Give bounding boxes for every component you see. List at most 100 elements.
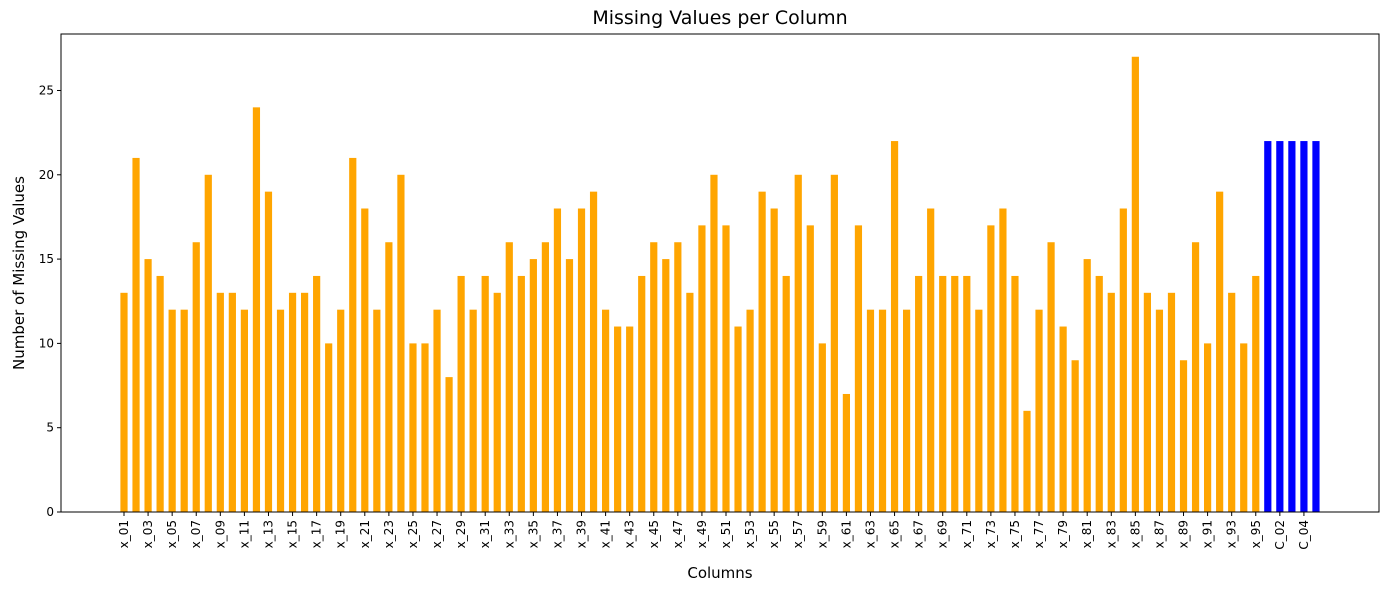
bar <box>1131 56 1139 513</box>
bar <box>1276 141 1284 513</box>
bar <box>445 377 453 512</box>
bar <box>577 208 586 512</box>
x-tick-label: x_15 <box>286 520 300 548</box>
y-tick-label: 15 <box>39 252 54 266</box>
bar <box>1191 242 1200 512</box>
bar <box>252 107 261 512</box>
x-tick-label: x_33 <box>502 520 516 548</box>
bar <box>1083 259 1091 512</box>
bar <box>264 191 273 512</box>
bar <box>734 326 742 512</box>
bar <box>1155 309 1164 512</box>
bar <box>951 275 959 512</box>
bar <box>1179 360 1188 512</box>
bar <box>722 225 730 513</box>
bar <box>987 225 995 513</box>
bar <box>505 242 513 512</box>
x-tick-label: x_79 <box>1056 520 1070 548</box>
x-tick-label: x_09 <box>213 520 227 548</box>
x-tick-label: x_83 <box>1104 520 1118 548</box>
bar <box>1252 275 1260 512</box>
bar <box>433 309 441 512</box>
x-tick-label: x_81 <box>1080 520 1094 548</box>
bar <box>1035 309 1043 512</box>
x-tick-label: x_65 <box>888 520 902 548</box>
y-tick-label: 10 <box>39 336 54 350</box>
y-tick-label: 5 <box>46 421 54 435</box>
bar <box>866 309 875 512</box>
x-tick-label: x_51 <box>719 520 733 548</box>
bar <box>1011 275 1019 512</box>
bar <box>1204 343 1212 512</box>
x-tick-label: x_07 <box>189 520 203 548</box>
x-tick-label: x_69 <box>936 520 950 548</box>
bar <box>878 309 887 512</box>
bar <box>915 275 923 512</box>
x-tick-label: x_23 <box>382 520 396 548</box>
bar <box>1059 326 1067 512</box>
bar <box>204 174 212 512</box>
bar <box>818 343 826 512</box>
x-tick-label: x_05 <box>165 520 179 548</box>
bar <box>746 309 754 512</box>
x-tick-label: x_35 <box>526 520 540 548</box>
bar <box>1071 360 1079 512</box>
bar <box>228 292 236 512</box>
bar <box>517 275 525 512</box>
bar <box>156 275 164 512</box>
bar <box>1216 191 1224 512</box>
bar <box>421 343 429 512</box>
bar <box>397 174 405 512</box>
x-tick-label: x_29 <box>454 520 468 548</box>
x-tick-label: x_49 <box>695 520 709 548</box>
bar <box>602 309 610 512</box>
bar <box>939 275 947 512</box>
bar <box>168 309 176 512</box>
x-tick-label: x_27 <box>430 520 444 548</box>
x-tick-label: x_93 <box>1225 520 1239 548</box>
bar <box>1240 343 1248 512</box>
bar <box>469 309 477 512</box>
bar <box>301 292 309 512</box>
x-tick-label: x_57 <box>791 520 805 548</box>
x-tick-label: x_13 <box>261 520 275 548</box>
bar <box>192 242 200 512</box>
bar <box>638 275 646 512</box>
bar <box>806 225 814 513</box>
bar <box>288 292 297 512</box>
bar <box>854 225 863 513</box>
bar <box>132 157 140 513</box>
bar <box>1264 141 1272 513</box>
y-tick-label: 25 <box>39 83 54 97</box>
x-tick-label: x_61 <box>839 520 853 548</box>
x-tick-label: x_41 <box>599 520 613 548</box>
bar <box>626 326 634 512</box>
bar <box>589 191 598 512</box>
x-tick-label: x_53 <box>743 520 757 548</box>
bar <box>782 275 790 512</box>
bar <box>710 174 718 512</box>
bar <box>1312 141 1320 513</box>
x-tick-label: x_67 <box>912 520 926 548</box>
y-tick-label: 20 <box>39 168 54 182</box>
x-tick-label: x_59 <box>815 520 829 548</box>
bar <box>180 309 188 512</box>
bar <box>770 208 778 512</box>
x-tick-label: x_87 <box>1152 520 1166 548</box>
x-tick-label: x_31 <box>478 520 492 548</box>
bar <box>1300 141 1308 513</box>
x-tick-label: x_45 <box>647 520 661 548</box>
bar <box>999 208 1007 512</box>
bar <box>565 259 574 512</box>
bar <box>830 174 838 512</box>
bar <box>927 208 935 512</box>
bar <box>529 259 537 512</box>
bar <box>698 225 706 513</box>
bar <box>903 309 911 512</box>
bar <box>313 275 321 512</box>
bar <box>361 208 369 512</box>
x-tick-label: x_77 <box>1032 520 1046 548</box>
bar <box>1288 141 1296 513</box>
bar <box>120 292 128 512</box>
